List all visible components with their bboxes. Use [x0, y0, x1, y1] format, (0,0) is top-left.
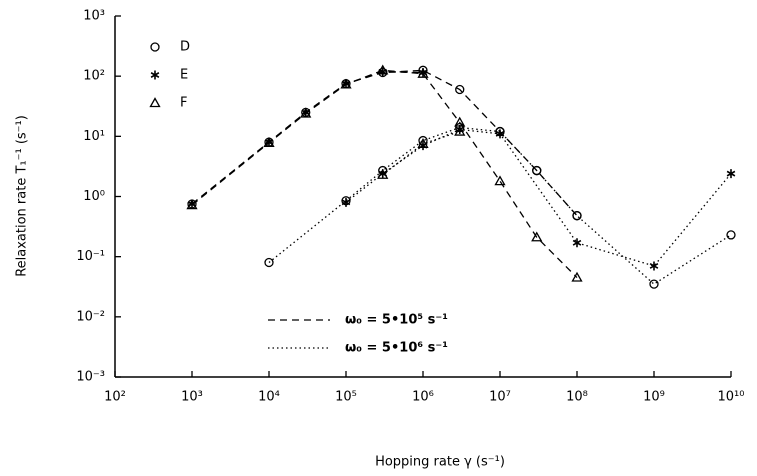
series-line: [345, 128, 732, 267]
marker-triangle: [494, 175, 506, 186]
y-tick-label: 10³: [83, 9, 105, 24]
series-line: [191, 69, 578, 217]
y-tick-label: 10²: [83, 69, 105, 84]
series-line: [268, 126, 732, 285]
y-tick-label: 10⁰: [83, 189, 105, 204]
legend-label: D: [180, 40, 190, 55]
series-line: [191, 71, 424, 205]
marker-circle: [572, 211, 582, 221]
legend-line-label: ω₀ = 5•10⁶ s⁻¹: [345, 341, 448, 356]
marker-triangle: [149, 97, 161, 108]
x-tick-label: 10⁹: [643, 390, 665, 405]
marker-triangle: [377, 168, 389, 179]
series-line: [191, 69, 578, 278]
marker-circle: [726, 230, 736, 240]
x-axis-label: Hopping rate γ (s⁻¹): [375, 455, 505, 470]
legend-label: E: [180, 68, 188, 83]
x-tick-label: 10¹⁰: [718, 390, 745, 405]
marker-triangle: [531, 231, 543, 242]
x-tick-label: 10³: [181, 390, 203, 405]
y-tick-label: 10¹: [83, 129, 105, 144]
marker-triangle: [417, 138, 429, 148]
series-line: [382, 130, 460, 176]
x-tick-label: 10⁴: [258, 390, 280, 405]
marker-star: [572, 238, 582, 248]
x-tick-label: 10⁸: [566, 390, 588, 405]
legend-line-label: ω₀ = 5•10⁵ s⁻¹: [345, 313, 448, 328]
marker-circle: [264, 257, 274, 268]
marker-triangle: [571, 271, 583, 282]
marker-star: [649, 261, 659, 271]
marker-triangle: [417, 67, 429, 78]
x-tick-label: 10⁷: [489, 390, 511, 405]
marker-triangle: [377, 64, 389, 75]
x-tick-label: 10⁶: [412, 390, 434, 405]
marker-triangle: [340, 78, 352, 89]
marker-circle: [455, 84, 465, 95]
y-tick-label: 10⁻³: [76, 370, 105, 385]
marker-triangle: [454, 125, 466, 136]
marker-circle: [150, 42, 160, 52]
y-axis-label: Relaxation rate T₁⁻¹ (s⁻¹): [15, 115, 30, 277]
marker-triangle: [263, 137, 275, 147]
x-tick-label: 10²: [104, 390, 126, 405]
marker-triangle: [300, 107, 312, 118]
marker-star: [418, 141, 428, 151]
marker-star: [150, 70, 160, 80]
y-tick-label: 10⁻¹: [76, 249, 105, 264]
marker-triangle: [186, 199, 198, 210]
x-tick-label: 10⁵: [335, 390, 357, 405]
marker-star: [341, 197, 351, 207]
marker-circle: [649, 279, 659, 289]
legend-label: F: [180, 96, 187, 111]
y-tick-label: 10⁻²: [76, 309, 105, 324]
marker-star: [495, 129, 505, 139]
marker-circle: [532, 165, 542, 176]
marker-star: [726, 169, 736, 179]
